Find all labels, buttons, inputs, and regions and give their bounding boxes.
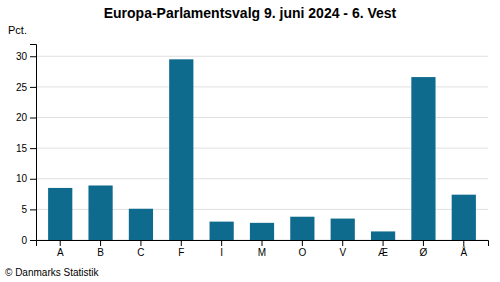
chart: Europa-Parlamentsvalg 9. juni 2024 - 6. … bbox=[0, 0, 500, 282]
grid bbox=[36, 56, 488, 240]
x-tick-label: C bbox=[137, 247, 144, 258]
x-tick-mark bbox=[262, 240, 263, 246]
x-tick-mark bbox=[423, 240, 424, 246]
title: Europa-Parlamentsvalg 9. juni 2024 - 6. … bbox=[104, 5, 397, 21]
bar bbox=[210, 222, 234, 240]
x-tick-mark bbox=[181, 240, 182, 246]
x-axis: ABCFIMOVÆØÅ bbox=[37, 240, 489, 258]
y-tick: 10 bbox=[16, 173, 36, 184]
x-tick-label: O bbox=[298, 247, 306, 258]
bar bbox=[371, 231, 395, 240]
x-tick: M bbox=[258, 240, 266, 258]
bar bbox=[290, 217, 314, 240]
bar bbox=[250, 223, 274, 240]
bar bbox=[452, 195, 476, 240]
x-tick-mark bbox=[383, 240, 384, 246]
x-tick: A bbox=[57, 240, 64, 258]
x-tick: Ø bbox=[420, 240, 428, 258]
bar bbox=[88, 185, 112, 240]
y-tick: 5 bbox=[21, 204, 36, 215]
x-tick: V bbox=[339, 240, 346, 258]
x-tick-label: M bbox=[258, 247, 266, 258]
y-axis-title: Pct. bbox=[8, 24, 27, 36]
y-axis-line bbox=[30, 45, 37, 241]
y-tick-label: 10 bbox=[16, 173, 28, 184]
x-tick: I bbox=[220, 240, 223, 258]
y-tick-label: 0 bbox=[21, 235, 27, 246]
y-axis: 0 5 10 15 20 25 30 bbox=[16, 45, 37, 246]
x-tick-label: Æ bbox=[378, 247, 388, 258]
bars bbox=[48, 59, 476, 240]
x-tick-label: I bbox=[220, 247, 223, 258]
y-tick-label: 5 bbox=[21, 204, 27, 215]
x-tick-mark bbox=[342, 240, 343, 246]
bar bbox=[331, 219, 355, 240]
x-tick-label: A bbox=[57, 247, 64, 258]
grid-line bbox=[36, 56, 488, 57]
bar bbox=[48, 188, 72, 240]
x-tick-label: Å bbox=[460, 246, 467, 258]
y-tick-mark bbox=[30, 148, 36, 149]
x-tick: Æ bbox=[378, 240, 388, 258]
y-tick-mark bbox=[30, 179, 36, 180]
y-tick-mark bbox=[30, 87, 36, 88]
plot: 0 5 10 15 20 25 30 A B C F I M O V Æ Ø Å bbox=[16, 45, 489, 259]
bar bbox=[411, 77, 435, 240]
x-tick: O bbox=[298, 240, 306, 258]
y-tick-mark bbox=[30, 118, 36, 119]
y-tick-label: 20 bbox=[16, 112, 28, 123]
x-tick-mark bbox=[221, 240, 222, 246]
bar bbox=[169, 59, 193, 240]
y-tick: 25 bbox=[16, 82, 36, 93]
x-tick-label: V bbox=[339, 247, 346, 258]
y-tick-label: 25 bbox=[16, 82, 28, 93]
y-tick: 20 bbox=[16, 112, 36, 123]
x-tick: Å bbox=[460, 240, 467, 258]
annotation: © Danmarks Statistik bbox=[5, 267, 100, 278]
x-axis-line bbox=[37, 241, 489, 247]
y-tick-label: 15 bbox=[16, 143, 28, 154]
x-tick-mark bbox=[140, 240, 141, 246]
y-tick: 15 bbox=[16, 143, 36, 154]
x-tick-mark bbox=[100, 240, 101, 246]
x-tick-mark bbox=[302, 240, 303, 246]
y-tick: 30 bbox=[16, 51, 36, 62]
x-tick-mark bbox=[463, 240, 464, 246]
x-tick: C bbox=[137, 240, 144, 258]
x-tick-mark bbox=[60, 240, 61, 246]
bar bbox=[129, 209, 153, 240]
x-tick: B bbox=[97, 240, 104, 258]
x-tick: F bbox=[178, 240, 184, 258]
y-tick-mark bbox=[30, 240, 36, 241]
y-tick: 0 bbox=[21, 235, 36, 246]
y-tick-mark bbox=[30, 209, 36, 210]
y-tick-mark bbox=[30, 56, 36, 57]
x-tick-label: F bbox=[178, 247, 184, 258]
x-tick-label: Ø bbox=[420, 247, 428, 258]
y-tick-label: 30 bbox=[16, 51, 28, 62]
x-tick-label: B bbox=[97, 247, 104, 258]
